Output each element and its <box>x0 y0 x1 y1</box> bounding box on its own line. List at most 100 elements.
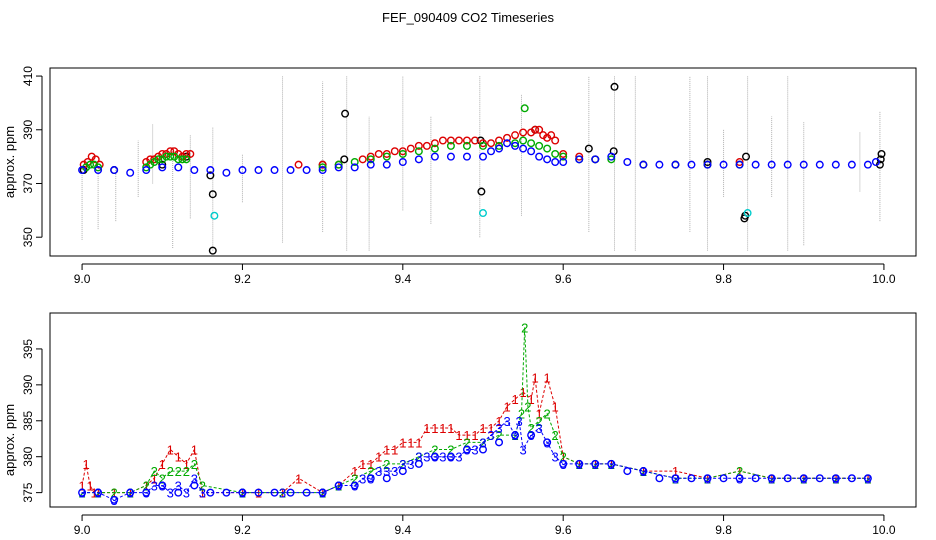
data-point <box>454 136 463 145</box>
figure-title: FEF_090409 CO2 Timeseries <box>382 10 554 25</box>
data-point <box>166 152 175 161</box>
data-point-label: 3 <box>319 486 326 501</box>
data-point <box>78 488 87 497</box>
data-point <box>671 474 680 483</box>
bottom-x-tick-label: 9.2 <box>234 523 251 537</box>
data-point <box>815 160 824 169</box>
top-panel-marks <box>78 76 886 255</box>
data-point <box>543 155 552 164</box>
data-point <box>238 166 247 175</box>
data-point-label: 3 <box>351 478 358 493</box>
data-point <box>559 152 568 161</box>
top-x-tick-label: 9.6 <box>555 272 572 286</box>
data-point-label: 3 <box>471 443 478 458</box>
data-point <box>751 160 760 169</box>
data-point <box>286 166 295 175</box>
data-point <box>318 166 327 175</box>
data-point <box>815 474 824 483</box>
data-point <box>495 438 504 447</box>
data-point-label: 2 <box>544 407 551 422</box>
data-point-label: 3 <box>704 471 711 486</box>
data-point <box>270 488 279 497</box>
data-point-label: 2 <box>183 464 190 479</box>
data-point <box>847 160 856 169</box>
data-point <box>422 141 431 150</box>
data-point-label: 3 <box>447 450 454 465</box>
data-point <box>210 211 219 220</box>
data-point <box>487 147 496 156</box>
data-point-label: 2 <box>463 435 470 450</box>
data-point <box>735 160 744 169</box>
data-point-label: 2 <box>151 464 158 479</box>
data-point <box>126 168 135 177</box>
data-point <box>527 431 536 440</box>
bottom-y-tick-label: 390 <box>21 375 35 395</box>
data-point <box>479 139 488 148</box>
data-point-label: 1 <box>86 478 93 493</box>
data-point <box>206 171 215 180</box>
data-point-label: 2 <box>495 428 502 443</box>
data-point-label: 1 <box>415 435 422 450</box>
data-point <box>687 474 696 483</box>
data-point <box>511 131 520 140</box>
data-point <box>414 459 423 468</box>
data-point-label: 3 <box>94 486 101 501</box>
series-line <box>82 327 868 494</box>
data-point <box>318 160 327 169</box>
data-point <box>110 166 119 175</box>
data-point <box>390 147 399 156</box>
data-point <box>543 438 552 447</box>
data-point <box>430 139 439 148</box>
data-point <box>462 136 471 145</box>
data-point <box>126 488 135 497</box>
data-point-label: 1 <box>532 371 539 386</box>
data-point-label: 3 <box>552 450 559 465</box>
data-point-label: 3 <box>175 478 182 493</box>
data-point <box>863 474 872 483</box>
data-point <box>208 246 217 255</box>
data-point-label: 1 <box>175 450 182 465</box>
data-point-label: 3 <box>375 464 382 479</box>
data-point <box>703 160 712 169</box>
data-point-label: 1 <box>455 428 462 443</box>
data-point-label: 3 <box>439 450 446 465</box>
data-point <box>584 144 593 153</box>
data-point-label: 3 <box>143 486 150 501</box>
data-point-label: 2 <box>511 428 518 443</box>
data-point <box>623 157 632 166</box>
data-point-label: 3 <box>151 478 158 493</box>
data-point-label: 2 <box>167 464 174 479</box>
bottom-axes: 9.0 9.2 9.4 9.6 9.8 10.0 375 380 385 390 395 <box>21 339 896 537</box>
bottom-x-tick-label: 9.6 <box>555 523 572 537</box>
data-point-label: 3 <box>800 471 807 486</box>
data-point-label: 1 <box>447 421 454 436</box>
data-point-label: 3 <box>495 421 502 436</box>
data-point-label: 1 <box>519 385 526 400</box>
data-point <box>519 128 528 137</box>
data-point-label: 3 <box>191 471 198 486</box>
top-x-tick-label: 10.0 <box>872 272 896 286</box>
data-point-label: 1 <box>351 464 358 479</box>
data-point <box>742 152 751 161</box>
data-point <box>767 160 776 169</box>
data-point-label: 3 <box>167 486 174 501</box>
data-point-label: 3 <box>335 478 342 493</box>
data-point-label: 1 <box>640 464 647 479</box>
data-point-label: 3 <box>391 464 398 479</box>
data-point <box>863 160 872 169</box>
data-point <box>479 141 488 150</box>
data-point <box>735 474 744 483</box>
data-point <box>511 139 520 148</box>
data-point <box>799 474 808 483</box>
data-point-label: 2 <box>576 457 583 472</box>
data-point-label: 3 <box>536 421 543 436</box>
data-point <box>366 160 375 169</box>
data-point <box>487 139 496 148</box>
data-point <box>575 155 584 164</box>
data-point <box>208 190 217 199</box>
data-point-label: 3 <box>127 486 134 501</box>
data-point-label: 1 <box>495 414 502 429</box>
